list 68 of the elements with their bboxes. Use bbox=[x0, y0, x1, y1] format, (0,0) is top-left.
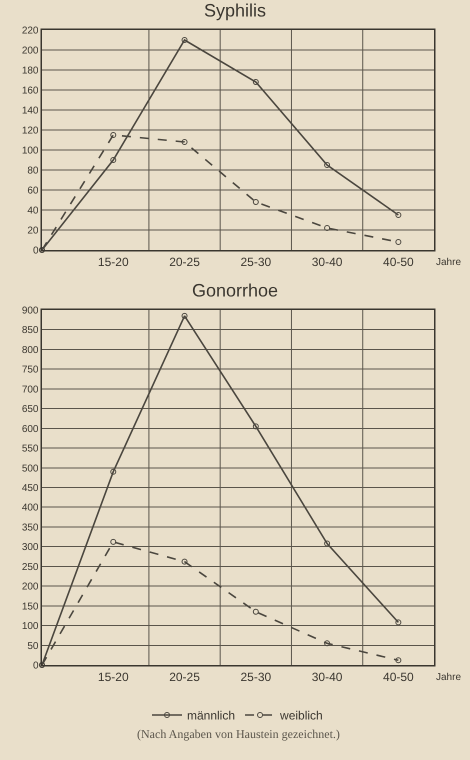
point bbox=[252, 608, 259, 615]
point bbox=[395, 239, 402, 245]
y-tick-label: 800 bbox=[22, 344, 39, 356]
y-tick-label: 400 bbox=[22, 502, 39, 514]
y-tick-label: 200 bbox=[22, 46, 39, 56]
y-tick-label: 100 bbox=[22, 146, 39, 156]
point bbox=[110, 538, 116, 545]
y-tick-label: 100 bbox=[22, 621, 39, 632]
y-tick-label: 650 bbox=[22, 404, 39, 416]
x-tick-label: 30-40 bbox=[312, 254, 343, 269]
y-tick-label: 0 bbox=[32, 660, 39, 672]
point bbox=[252, 199, 259, 205]
y-tick-label: 300 bbox=[22, 542, 39, 554]
point bbox=[110, 157, 116, 163]
y-tick-label: 120 bbox=[22, 126, 39, 136]
point bbox=[324, 640, 330, 646]
y-tick-label: 450 bbox=[22, 483, 39, 494]
point bbox=[324, 162, 330, 168]
x-tick-label: 25-30 bbox=[240, 254, 272, 269]
x-tick-label: 15-20 bbox=[98, 670, 129, 684]
point bbox=[182, 558, 188, 565]
y-tick-label: 150 bbox=[22, 601, 39, 612]
point bbox=[395, 619, 402, 626]
chart-title: Gonorrhoe bbox=[192, 280, 278, 301]
y-tick-label: 700 bbox=[22, 384, 39, 396]
text: (Nach Angaben von Haustein gezeichnet.) bbox=[137, 727, 340, 741]
y-tick-label: 160 bbox=[22, 86, 39, 96]
y-tick-label: 200 bbox=[22, 582, 39, 593]
point bbox=[182, 312, 188, 319]
y-tick-label: 350 bbox=[22, 522, 39, 534]
point bbox=[110, 132, 116, 138]
point bbox=[252, 79, 259, 85]
point bbox=[182, 37, 188, 43]
x-tick-label: 25-30 bbox=[240, 670, 272, 684]
chart-title: Syphilis bbox=[204, 0, 266, 21]
point bbox=[395, 657, 402, 664]
point bbox=[324, 225, 330, 231]
y-tick-label: 550 bbox=[22, 444, 39, 455]
x-tick-label: 40-50 bbox=[383, 670, 414, 684]
y-tick-label: 140 bbox=[22, 106, 39, 116]
y-tick-label: 80 bbox=[27, 166, 39, 176]
y-tick-label: 220 bbox=[22, 26, 39, 36]
point bbox=[324, 540, 330, 547]
point bbox=[182, 139, 188, 145]
y-tick-label: 850 bbox=[22, 325, 39, 336]
y-tick-label: 600 bbox=[22, 424, 39, 435]
y-tick-label: 0 bbox=[32, 246, 39, 256]
x-tick-label: 40-50 bbox=[383, 254, 414, 269]
x-axis-title: Jahre bbox=[436, 257, 462, 268]
x-tick-label: 20-25 bbox=[169, 670, 200, 684]
y-tick-label: 180 bbox=[22, 66, 39, 76]
x-tick-label: 20-25 bbox=[169, 254, 200, 269]
x-tick-label: 30-40 bbox=[312, 670, 343, 684]
y-tick-label: 20 bbox=[27, 226, 39, 236]
legend-label: männlich bbox=[187, 708, 236, 723]
y-tick-label: 500 bbox=[22, 463, 39, 474]
point bbox=[110, 468, 116, 475]
y-tick-label: 250 bbox=[22, 562, 39, 573]
x-tick-label: 15-20 bbox=[98, 254, 129, 269]
y-tick-label: 900 bbox=[22, 306, 39, 316]
legend-label: weiblich bbox=[279, 708, 323, 723]
y-tick-label: 60 bbox=[27, 186, 39, 196]
point bbox=[395, 212, 402, 218]
y-tick-label: 750 bbox=[22, 364, 39, 376]
y-tick-label: 40 bbox=[27, 206, 39, 216]
point bbox=[252, 423, 259, 430]
x-axis-title: Jahre bbox=[436, 672, 462, 683]
y-tick-label: 50 bbox=[27, 640, 39, 652]
